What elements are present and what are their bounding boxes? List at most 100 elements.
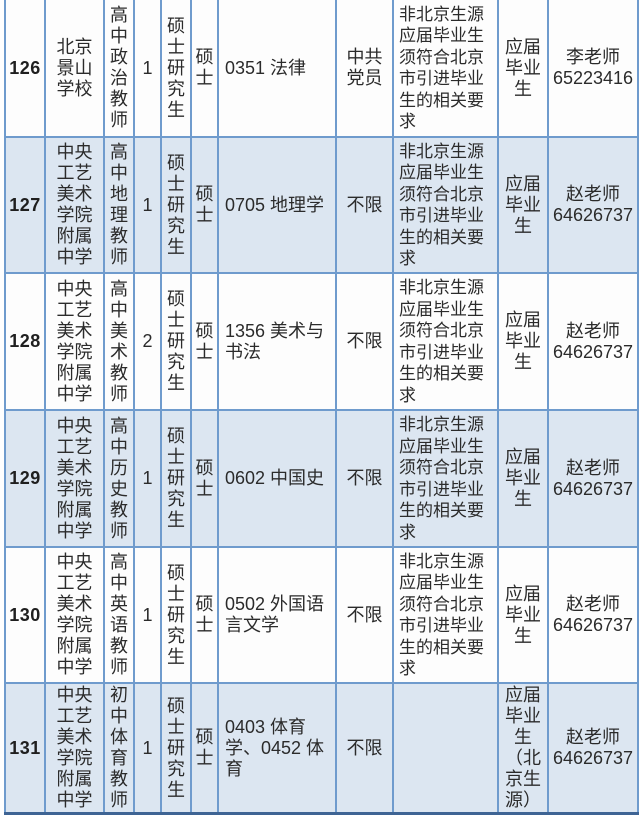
degree-text: 硕士 (195, 320, 214, 362)
table-row: 127 中央工艺美术学院附属中学 高中地理教师 1 硕士研究生 硕士 0705 … (4, 136, 639, 274)
cell-source-requirement: 非北京生源应届毕业生须符合北京市引进毕业生的相关要求 (392, 409, 499, 548)
cell-headcount: 1 (133, 0, 162, 138)
contact-phone: 64626737 (552, 748, 634, 768)
school-name-text: 中央工艺美术学院附属中学 (56, 278, 93, 404)
cell-political-status: 不限 (335, 272, 394, 411)
cell-political-status: 不限 (335, 409, 394, 548)
cell-row-number: 129 (4, 409, 46, 548)
cell-degree-requirement: 硕士 (190, 272, 219, 411)
cell-school-name: 中央工艺美术学院附属中学 (44, 546, 105, 684)
cell-source-requirement: 非北京生源应届毕业生须符合北京市引进毕业生的相关要求 (392, 272, 499, 411)
cell-position: 高中历史教师 (103, 409, 135, 548)
education-text: 硕士研究生 (167, 15, 185, 120)
position-text: 高中历史教师 (110, 415, 128, 541)
major-text: 0705 地理学 (225, 194, 325, 215)
degree-text: 硕士 (195, 47, 214, 88)
cell-graduate-type: 应届毕业生 (497, 272, 549, 411)
cell-political-status: 不限 (335, 136, 394, 274)
cell-graduate-type: 应届毕业生 (497, 0, 549, 138)
table-row: 130 中央工艺美术学院附属中学 高中英语教师 1 硕士研究生 硕士 0502 … (4, 546, 639, 684)
cell-contact: 赵老师 64626737 (547, 136, 639, 274)
cell-contact: 赵老师 64626737 (547, 682, 639, 815)
major-text: 0502 外国语言文学 (225, 594, 325, 635)
position-text: 初中体育教师 (110, 685, 128, 810)
education-text: 硕士研究生 (167, 152, 185, 257)
cell-source-requirement: 非北京生源应届毕业生须符合北京市引进毕业生的相关要求 (392, 546, 499, 684)
contact-phone: 64626737 (552, 341, 634, 362)
cell-source-requirement: 非北京生源应届毕业生须符合北京市引进毕业生的相关要求 (392, 136, 499, 274)
cell-contact: 赵老师 64626737 (547, 546, 639, 684)
degree-text: 硕士 (195, 727, 214, 768)
cell-school-name: 北京景山学校 (44, 0, 105, 138)
cell-graduate-type: 应届毕业生（北京生源） (497, 682, 549, 815)
graduate-type-text: 应届毕业生 (505, 447, 541, 509)
requirement-text: 非北京生源应届毕业生须符合北京市引进毕业生的相关要求 (399, 278, 484, 405)
table-row: 126 北京景山学校 高中政治教师 1 硕士研究生 硕士 0351 法律 中共党… (4, 0, 639, 138)
cell-major-code: 0351 法律 (217, 0, 337, 138)
cell-headcount: 1 (133, 682, 162, 815)
cell-education-requirement: 硕士研究生 (160, 0, 192, 138)
school-name-text: 中央工艺美术学院附属中学 (56, 415, 93, 541)
cell-position: 高中美术教师 (103, 272, 135, 411)
major-text: 0602 中国史 (225, 468, 325, 488)
cell-graduate-type: 应届毕业生 (497, 546, 549, 684)
cell-degree-requirement: 硕士 (190, 546, 219, 684)
cell-major-code: 0403 体育学、0452 体育 (217, 682, 337, 815)
cell-major-code: 0602 中国史 (217, 409, 337, 548)
cell-education-requirement: 硕士研究生 (160, 546, 192, 684)
cell-education-requirement: 硕士研究生 (160, 272, 192, 411)
cell-degree-requirement: 硕士 (190, 682, 219, 815)
graduate-type-text: 应届毕业生 (505, 583, 541, 646)
cell-graduate-type: 应届毕业生 (497, 409, 549, 548)
cell-school-name: 中央工艺美术学院附属中学 (44, 409, 105, 548)
cell-school-name: 中央工艺美术学院附属中学 (44, 136, 105, 274)
cell-political-status: 不限 (335, 682, 394, 815)
political-text: 不限 (346, 604, 383, 625)
cell-major-code: 1356 美术与书法 (217, 272, 337, 411)
contact-name: 赵老师 (566, 184, 620, 204)
school-name-text: 北京景山学校 (56, 36, 93, 99)
cell-row-number: 126 (4, 0, 46, 138)
cell-major-code: 0502 外国语言文学 (217, 546, 337, 684)
recruitment-table: 126 北京景山学校 高中政治教师 1 硕士研究生 硕士 0351 法律 中共党… (4, 0, 639, 815)
position-text: 高中英语教师 (110, 552, 128, 677)
contact-phone: 65223416 (552, 68, 634, 88)
cell-major-code: 0705 地理学 (217, 136, 337, 274)
degree-text: 硕士 (195, 594, 214, 635)
major-text: 0403 体育学、0452 体育 (225, 716, 325, 779)
graduate-type-text: 应届毕业生 (505, 173, 541, 236)
cell-contact: 赵老师 64626737 (547, 409, 639, 548)
education-text: 硕士研究生 (167, 289, 185, 393)
cell-political-status: 中共党员 (335, 0, 394, 138)
school-name-text: 中央工艺美术学院附属中学 (56, 685, 93, 810)
requirement-text: 非北京生源应届毕业生须符合北京市引进毕业生的相关要求 (399, 4, 484, 132)
table-row: 128 中央工艺美术学院附属中学 高中美术教师 2 硕士研究生 硕士 1356 … (4, 272, 639, 411)
major-text: 1356 美术与书法 (225, 320, 325, 362)
contact-phone: 64626737 (552, 205, 634, 225)
cell-row-number: 131 (4, 682, 46, 815)
cell-position: 初中体育教师 (103, 682, 135, 815)
political-text: 不限 (346, 331, 383, 351)
position-text: 高中地理教师 (110, 142, 128, 267)
cell-source-requirement (392, 682, 499, 815)
position-text: 高中政治教师 (110, 5, 128, 130)
cell-degree-requirement: 硕士 (190, 136, 219, 274)
graduate-type-text: 应届毕业生（北京生源） (505, 685, 541, 810)
cell-source-requirement: 非北京生源应届毕业生须符合北京市引进毕业生的相关要求 (392, 0, 499, 138)
cell-education-requirement: 硕士研究生 (160, 409, 192, 548)
contact-phone: 64626737 (552, 478, 634, 499)
education-text: 硕士研究生 (167, 562, 185, 667)
cell-contact: 赵老师 64626737 (547, 272, 639, 411)
education-text: 硕士研究生 (167, 426, 185, 530)
cell-position: 高中地理教师 (103, 136, 135, 274)
cell-school-name: 中央工艺美术学院附属中学 (44, 272, 105, 411)
cell-degree-requirement: 硕士 (190, 409, 219, 548)
cell-degree-requirement: 硕士 (190, 0, 219, 138)
graduate-type-text: 应届毕业生 (505, 36, 541, 99)
contact-name: 赵老师 (566, 727, 620, 747)
cell-row-number: 128 (4, 272, 46, 411)
cell-row-number: 130 (4, 546, 46, 684)
table-row: 131 中央工艺美术学院附属中学 初中体育教师 1 硕士研究生 硕士 0403 … (4, 682, 639, 815)
contact-name: 赵老师 (566, 594, 620, 614)
